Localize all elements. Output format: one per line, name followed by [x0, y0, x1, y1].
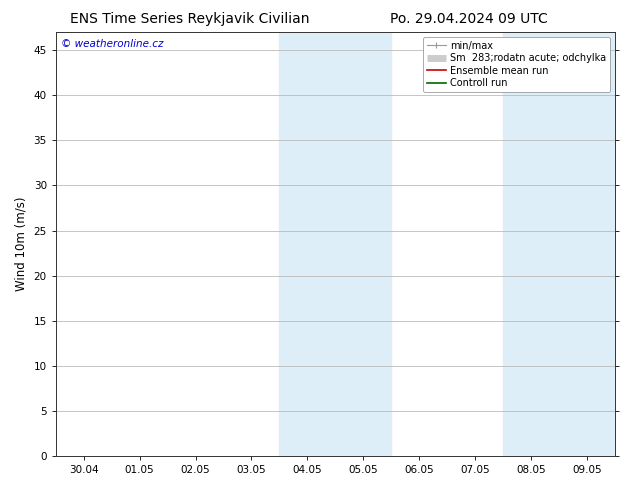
Text: © weatheronline.cz: © weatheronline.cz: [61, 39, 164, 49]
Y-axis label: Wind 10m (m/s): Wind 10m (m/s): [15, 197, 28, 292]
Bar: [280, 32, 391, 456]
Legend: min/max, Sm  283;rodatn acute; odchylka, Ensemble mean run, Controll run: min/max, Sm 283;rodatn acute; odchylka, …: [423, 37, 610, 92]
Text: Po. 29.04.2024 09 UTC: Po. 29.04.2024 09 UTC: [391, 12, 548, 26]
Bar: [503, 32, 615, 456]
Text: ENS Time Series Reykjavik Civilian: ENS Time Series Reykjavik Civilian: [70, 12, 310, 26]
